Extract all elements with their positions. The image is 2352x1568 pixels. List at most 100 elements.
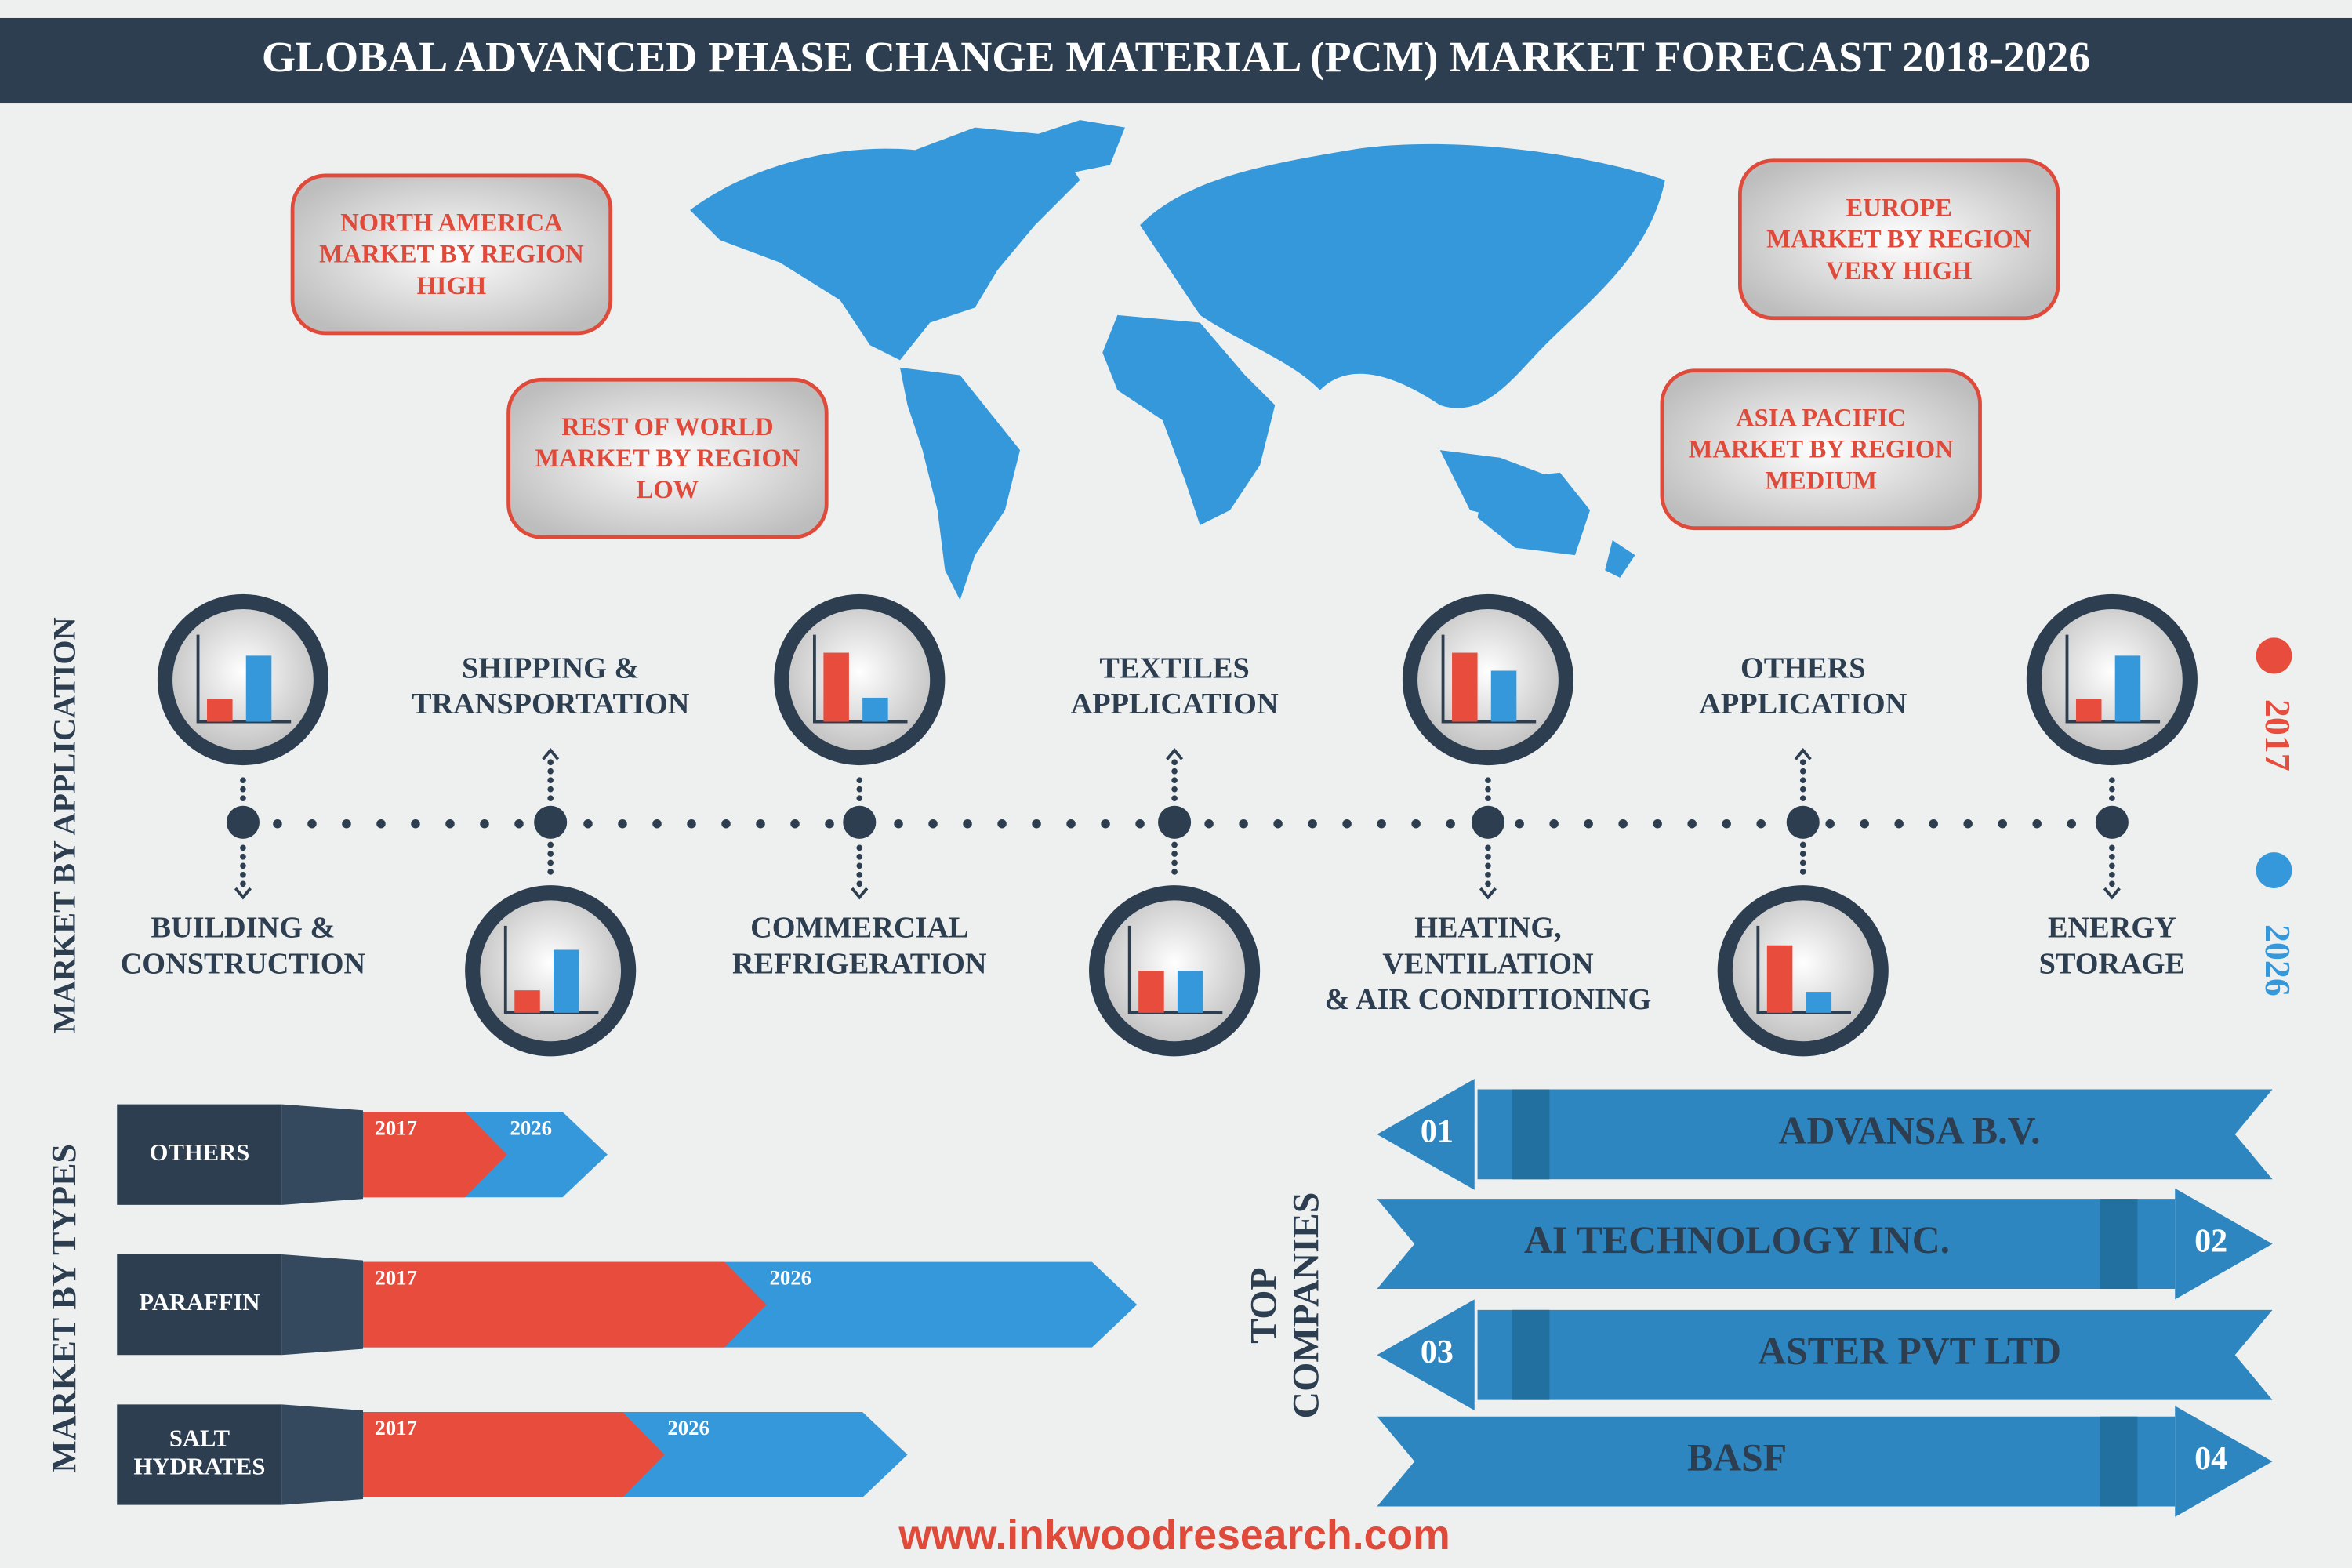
type-label-box <box>117 1104 282 1205</box>
title: GLOBAL ADVANCED PHASE CHANGE MATERIAL (P… <box>262 34 2090 82</box>
connector-dot <box>1485 871 1491 878</box>
connector-dot <box>547 786 554 793</box>
region-box <box>1660 368 1982 531</box>
company-rank: 03 <box>1421 1334 1454 1370</box>
company-ribbon <box>1477 1089 2273 1180</box>
application-label: STORAGE <box>2039 947 2185 980</box>
timeline-dot <box>2032 818 2042 829</box>
connector-dot <box>547 759 554 766</box>
connector-dot <box>2109 880 2115 887</box>
connector-dot <box>1799 851 1806 857</box>
legend-label: 2026 <box>2258 924 2298 996</box>
connector-dot <box>1485 777 1491 784</box>
region-text: ASIA PACIFIC <box>1736 404 1906 432</box>
app-icon-axes <box>1756 925 1851 1014</box>
region-text: MARKET BY REGION <box>1766 226 2031 254</box>
connector-arrow <box>2103 887 2121 900</box>
application-label: APPLICATION <box>1071 688 1279 720</box>
connector-dot <box>856 795 863 802</box>
app-icon-bar <box>1452 652 1478 722</box>
connector-dot <box>240 795 246 802</box>
type-connector <box>281 1404 364 1505</box>
type-year-label: 2017 <box>375 1266 417 1290</box>
connector-dot <box>547 859 554 866</box>
connector-dot <box>547 768 554 775</box>
type-connector <box>281 1254 364 1356</box>
region-text: MEDIUM <box>1765 467 1877 495</box>
company-fold <box>2100 1199 2138 1290</box>
app-icon-bar <box>207 699 233 722</box>
connector-dot <box>1171 795 1178 802</box>
app-icon-bar <box>1490 670 1517 722</box>
connector-dot <box>1799 777 1806 784</box>
timeline-dot <box>1066 818 1076 829</box>
connector-dot <box>1799 786 1806 793</box>
connector-dot <box>1799 869 1806 875</box>
timeline-dot <box>1377 818 1386 829</box>
connector-dot <box>1799 795 1806 802</box>
connector-dot <box>2109 853 2115 860</box>
connector-dot <box>1485 880 1491 887</box>
timeline-dot <box>1308 818 1317 829</box>
connector-dot <box>1171 786 1178 793</box>
application-heading: MARKET BY APPLICATION <box>46 617 82 1033</box>
timeline-node <box>226 805 260 839</box>
company-name: BASF <box>1687 1436 1787 1479</box>
timeline-dot <box>1687 818 1697 829</box>
timeline-dot <box>1342 818 1352 829</box>
type-year-label: 2026 <box>770 1266 812 1290</box>
timeline-dot <box>1929 818 1938 829</box>
app-icon-bar <box>1177 971 1203 1013</box>
timeline-dot <box>1411 818 1421 829</box>
company-name: ADVANSA B.V. <box>1779 1109 2041 1152</box>
types-heading: MARKET BY TYPES <box>45 1144 83 1473</box>
timeline-dot <box>687 818 696 829</box>
application-label: SHIPPING & <box>462 652 639 684</box>
world-map <box>690 120 1665 601</box>
connector-dot <box>856 853 863 860</box>
type-bar-2017 <box>363 1112 507 1198</box>
app-icon-ring <box>2026 593 2198 766</box>
connector-dot <box>240 777 246 784</box>
connector-dot <box>1171 869 1178 875</box>
application-label: TEXTILES <box>1099 652 1249 684</box>
connector-dot <box>2109 777 2115 784</box>
company-ribbon <box>1377 1199 2176 1290</box>
connector-dot <box>1799 841 1806 848</box>
region-text: MARKET BY REGION <box>535 445 800 473</box>
app-icon-bar <box>1806 992 1832 1013</box>
connector-dot <box>1485 844 1491 851</box>
timeline-dot <box>1998 818 2007 829</box>
app-icon-ring <box>1717 885 1889 1057</box>
connector-arrow <box>1479 887 1497 900</box>
timeline-dot <box>411 818 420 829</box>
region-box <box>506 377 829 539</box>
type-connector <box>281 1104 364 1205</box>
connector-dot <box>547 795 554 802</box>
timeline-dot <box>445 818 455 829</box>
connector-dot <box>1485 862 1491 869</box>
timeline-node <box>1471 805 1505 839</box>
app-icon-ring <box>1402 593 1574 766</box>
timeline-node <box>534 805 568 839</box>
timeline-dot <box>1756 818 1766 829</box>
connector-dot <box>856 880 863 887</box>
timeline-dot <box>376 818 386 829</box>
company-fold <box>1512 1309 1550 1400</box>
company-fold <box>2100 1416 2138 1507</box>
company-name: ASTER PVT LTD <box>1758 1330 2061 1373</box>
company-ribbon <box>1477 1309 2273 1400</box>
timeline-dot <box>825 818 834 829</box>
timeline-dot <box>2067 818 2076 829</box>
timeline-dot <box>1101 818 1110 829</box>
type-label: PARAFFIN <box>139 1289 260 1316</box>
timeline-dot <box>1860 818 1869 829</box>
app-icon-axes <box>503 925 599 1014</box>
connector-dot <box>2109 871 2115 878</box>
connector-dot <box>1799 759 1806 766</box>
region-text: MARKET BY REGION <box>319 241 584 269</box>
timeline-dot <box>1618 818 1628 829</box>
footer: www.inkwoodresearch.com <box>898 1512 1450 1559</box>
app-icon-bar <box>1138 971 1164 1013</box>
region-box <box>290 173 613 336</box>
